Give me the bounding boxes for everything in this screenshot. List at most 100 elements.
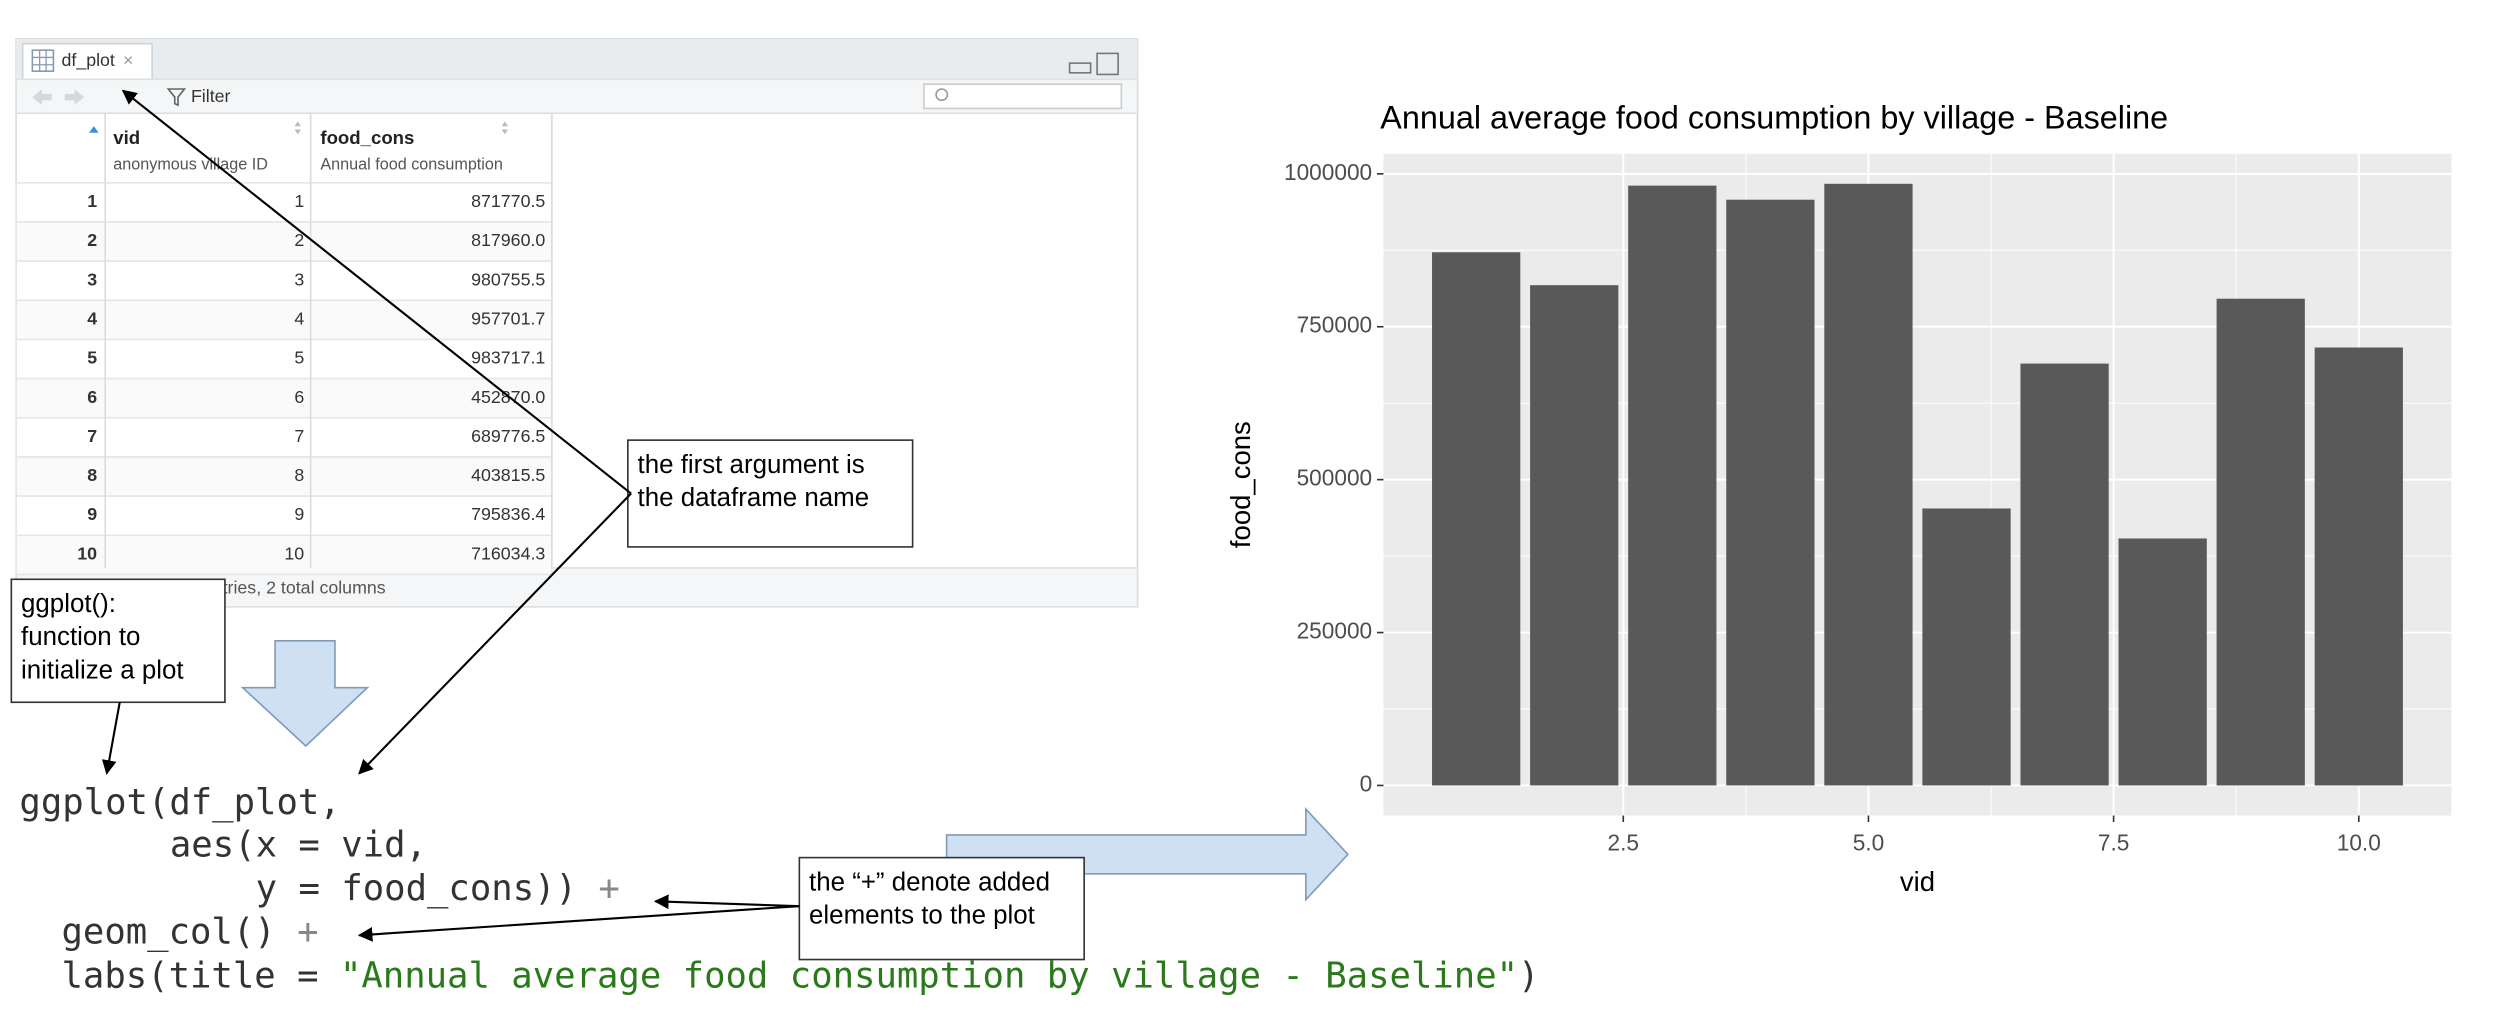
code-line: labs(title = "Annual average food consum… — [61, 955, 1539, 996]
sort-indicator[interactable] — [88, 126, 99, 133]
code-token: labs(title = — [61, 955, 339, 996]
table-cell: 2 — [294, 230, 304, 250]
pointer-arrow — [357, 905, 800, 942]
table-cell: 1 — [294, 191, 304, 211]
bar — [1628, 185, 1717, 786]
pointer-arrow — [121, 89, 632, 495]
bar — [2020, 363, 2109, 786]
table-cell: 957701.7 — [471, 308, 545, 328]
bar — [1726, 199, 1815, 786]
code-token: + — [598, 868, 619, 909]
row-number: 3 — [87, 269, 97, 289]
table-cell: 6 — [294, 387, 304, 407]
code-token: aes(x = vid, — [170, 824, 427, 865]
table-cell: 8 — [294, 465, 304, 485]
bar — [1922, 508, 2011, 786]
annotation-text: the dataframe name — [638, 484, 870, 512]
annotation-box — [627, 439, 914, 548]
table-cell: 4 — [294, 308, 304, 328]
x-tick-label: 7.5 — [2098, 830, 2129, 856]
table-cell: 980755.5 — [471, 269, 545, 289]
annotation-box — [10, 578, 226, 704]
data-viewer: df_plot × Filter Showing 1 to 10 of 10 e… — [15, 38, 1139, 608]
tab-bar — [16, 38, 1138, 80]
x-tick-label: 5.0 — [1853, 830, 1884, 856]
code-line: ggplot(df_plot, — [19, 782, 340, 823]
table-cell: 716034.3 — [471, 543, 545, 563]
row-number: 6 — [87, 387, 97, 407]
x-tick-label: 2.5 — [1608, 830, 1639, 856]
bar — [1824, 183, 1913, 786]
y-tick-label: 250000 — [1297, 618, 1373, 644]
column-name: food_cons — [320, 127, 414, 148]
row-number: 4 — [87, 308, 97, 328]
table-cell: 10 — [284, 543, 304, 563]
table-cell: 689776.5 — [471, 426, 545, 446]
row-number: 2 — [87, 230, 97, 250]
code-line: y = food_cons)) + — [256, 868, 620, 909]
filter-icon[interactable] — [166, 88, 187, 107]
x-axis-label: vid — [1900, 866, 1935, 897]
tab-title[interactable]: df_plot — [61, 50, 114, 71]
annotation-text: ggplot(): — [21, 590, 116, 618]
pointer-arrow — [101, 702, 121, 775]
bar — [1432, 252, 1521, 786]
back-button[interactable] — [32, 89, 52, 106]
bar — [2314, 347, 2403, 786]
annotations: ggplot(): function to initialize a plot the… — [10, 439, 1085, 961]
chart: Annual average food consumption by villa… — [1225, 99, 2452, 897]
column-label: Annual food consumption — [320, 155, 503, 173]
y-tick-label: 750000 — [1297, 312, 1373, 338]
pointer-arrows — [101, 89, 800, 942]
column-name: vid — [113, 127, 140, 148]
tab-close[interactable]: × — [123, 50, 133, 70]
code-line: geom_col() + — [61, 912, 318, 953]
minimize-button[interactable] — [1068, 62, 1092, 74]
code-token: geom_col() — [61, 912, 297, 953]
code-block: ggplot(df_plot,aes(x = vid,y = food_cons… — [19, 782, 1539, 996]
code-token: y = food_cons)) — [256, 868, 599, 909]
annotation-text: function to — [21, 623, 140, 651]
row-number: 5 — [87, 348, 97, 368]
code-token: ggplot(df_plot, — [19, 782, 340, 823]
search-box[interactable] — [923, 83, 1123, 110]
row-number: 10 — [77, 543, 97, 563]
row-number: 7 — [87, 426, 97, 446]
table-cell: 9 — [294, 504, 304, 524]
table-cell: 983717.1 — [471, 348, 545, 368]
annotation-box — [798, 856, 1085, 961]
code-line: aes(x = vid, — [170, 824, 427, 865]
table-icon — [31, 49, 55, 73]
pointer-arrow — [358, 492, 632, 775]
row-number: 8 — [87, 465, 97, 485]
code-token: ) — [1518, 955, 1539, 996]
annotation-text: the first argument is — [638, 451, 865, 479]
maximize-button[interactable] — [1096, 52, 1119, 76]
filter-button[interactable]: Filter — [191, 86, 231, 106]
table-cell: 871770.5 — [471, 191, 545, 211]
table: vid anonymous village ID food_cons Annual f… — [15, 113, 553, 576]
column-label: anonymous village ID — [113, 155, 268, 173]
table-cell: 7 — [294, 426, 304, 446]
code-token: + — [297, 912, 318, 953]
table-cell: 403815.5 — [471, 465, 545, 485]
y-tick-label: 0 — [1360, 770, 1373, 796]
bar — [1530, 285, 1619, 786]
pointer-arrow — [653, 894, 800, 910]
table-cell: 5 — [294, 348, 304, 368]
row-number: 9 — [87, 504, 97, 524]
table-cell: 795836.4 — [471, 504, 545, 524]
row-number: 1 — [87, 191, 97, 211]
annotation-text: the “+” denote added — [809, 868, 1050, 896]
table-cell: 817960.0 — [471, 230, 545, 250]
bar — [2216, 298, 2305, 786]
y-tick-label: 1000000 — [1284, 159, 1372, 185]
forward-button[interactable] — [64, 89, 85, 106]
chart-title: Annual average food consumption by villa… — [1380, 99, 2168, 135]
code-token: "Annual average food consumption by vill… — [340, 955, 1518, 996]
sort-toggle[interactable] — [501, 121, 509, 135]
sort-toggle[interactable] — [294, 121, 301, 135]
bar — [2118, 538, 2207, 786]
